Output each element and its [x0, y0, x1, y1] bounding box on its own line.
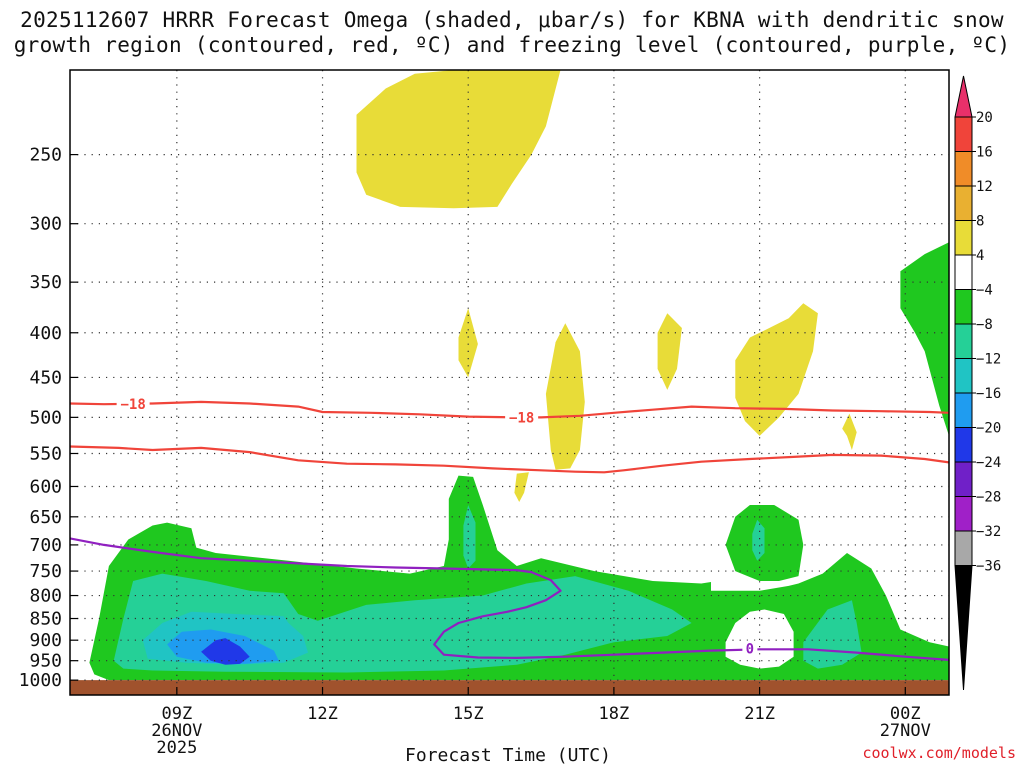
y-tick-label-300: 300 — [29, 214, 62, 235]
colorbar-box-7 — [954, 323, 973, 359]
contour-label-freezing-level-0c-bg — [742, 640, 758, 657]
contour-label-dendritic-upper-minus-18-bg — [116, 396, 150, 413]
grid-lines — [70, 70, 949, 695]
y-tick-label-350: 350 — [29, 272, 62, 293]
colorbar-box-11 — [954, 461, 973, 497]
y-tick-label-250: 250 — [29, 145, 62, 166]
y-tick-label-1000: 1000 — [19, 670, 62, 691]
colorbar-box-6 — [954, 289, 973, 325]
colorbar-label-2: 12 — [976, 179, 993, 195]
x-tick-label-00Z: 00Z — [890, 704, 921, 724]
x-axis-title: Forecast Time (UTC) — [0, 745, 1024, 766]
omega-region-yellow-blob-1630z — [545, 323, 585, 470]
colorbar-label-6: −8 — [976, 317, 993, 333]
omega-region-teal-21z — [752, 519, 765, 561]
colorbar-label-1: 16 — [976, 145, 993, 161]
ground-fill — [70, 680, 949, 695]
colorbar-label-11: −28 — [976, 490, 1001, 506]
colorbar-box-8 — [954, 358, 973, 394]
omega-region-yellow-blob-15z — [458, 308, 478, 378]
contour-dendritic-lower — [70, 445, 949, 474]
ground-surface — [70, 680, 949, 695]
x-tick-label-09Z: 09Z — [161, 704, 192, 724]
y-tick-label-850: 850 — [29, 609, 62, 630]
colorbar-label-3: 8 — [976, 214, 984, 230]
contour-label-dendritic-upper-minus-18: −18 — [120, 397, 145, 413]
y-tick-label-700: 700 — [29, 535, 62, 556]
contour-label2-dendritic-upper-minus-18-bg — [505, 409, 539, 426]
colorbar-box-3 — [954, 185, 973, 221]
credit-link[interactable]: coolwx.com/models — [862, 744, 1016, 762]
contour-freezing-level-0c — [70, 537, 949, 661]
x-tick-date-09Z: 26NOV — [151, 721, 202, 741]
colorbar-box-1 — [954, 116, 973, 152]
colorbar-label-13: −36 — [976, 559, 1001, 575]
omega-region-yellow-upper-plume — [356, 70, 561, 209]
x-tick-label-21Z: 21Z — [744, 704, 775, 724]
colorbar-label-9: −20 — [976, 421, 1001, 437]
contour-labels: −18 −18 0 — [116, 396, 758, 658]
colorbar-box-4 — [954, 220, 973, 256]
contour-label2-dendritic-upper-minus-18: −18 — [509, 410, 534, 426]
colorbar-box-10 — [954, 427, 973, 463]
y-tick-label-400: 400 — [29, 323, 62, 344]
y-tick-label-950: 950 — [29, 651, 62, 672]
colorbar-label-8: −16 — [976, 386, 1001, 402]
omega-region-teal-15z — [463, 505, 476, 569]
omega-shading — [89, 70, 949, 681]
y-tick-label-900: 900 — [29, 630, 62, 651]
x-tick-label-15Z: 15Z — [453, 704, 484, 724]
x-tick-label-12Z: 12Z — [307, 704, 338, 724]
colorbar-bottom-arrow — [954, 565, 973, 691]
y-tick-label-550: 550 — [29, 443, 62, 464]
y-tick-label-450: 450 — [29, 367, 62, 388]
colorbar-label-4: 4 — [976, 248, 984, 264]
colorbar-box-9 — [954, 392, 973, 428]
y-tick-label-750: 750 — [29, 561, 62, 582]
omega-region-darkblue-core — [201, 638, 250, 665]
colorbar-box-2 — [954, 151, 973, 187]
chart-title-line-2: growth region (contoured, red, ºC) and f… — [13, 33, 1011, 57]
x-tick-label-18Z: 18Z — [599, 704, 630, 724]
x-axis-title-text: Forecast Time (UTC) — [405, 745, 611, 766]
x-tick-year-09Z: 2025 — [156, 738, 197, 758]
omega-region-yellow-blob-2330z — [842, 413, 857, 450]
colorbar: 20 16 12 8 4 −4 −8 −12 −16 −20 −24 −28 −32 −36 — [954, 75, 1001, 691]
colorbar-label-12: −32 — [976, 524, 1001, 540]
x-tick-date-00Z: 27NOV — [880, 721, 931, 741]
colorbar-label-5: −4 — [976, 283, 993, 299]
contour-label-freezing-level-0c: 0 — [746, 642, 754, 658]
chart-title-line-1: 2025112607 HRRR Forecast Omega (shaded, … — [20, 8, 1004, 32]
plot-frame — [69, 69, 950, 696]
y-tick-label-600: 600 — [29, 476, 62, 497]
colorbar-box-5 — [954, 254, 973, 290]
y-tick-label-650: 650 — [29, 507, 62, 528]
colorbar-label-7: −12 — [976, 352, 1001, 368]
omega-region-green-right-edge — [900, 242, 949, 436]
y-tick-label-800: 800 — [29, 586, 62, 607]
omega-region-yellow-blob-1600z-low — [514, 472, 529, 502]
omega-region-yellow-blob-21z — [735, 303, 818, 436]
colorbar-label-0: 20 — [976, 110, 993, 126]
colorbar-box-13 — [954, 530, 973, 566]
y-axis: 2503003504004505005506006507007508008509… — [19, 145, 78, 691]
colorbar-label-10: −24 — [976, 455, 1001, 471]
y-tick-label-500: 500 — [29, 407, 62, 428]
colorbar-box-12 — [954, 496, 973, 532]
